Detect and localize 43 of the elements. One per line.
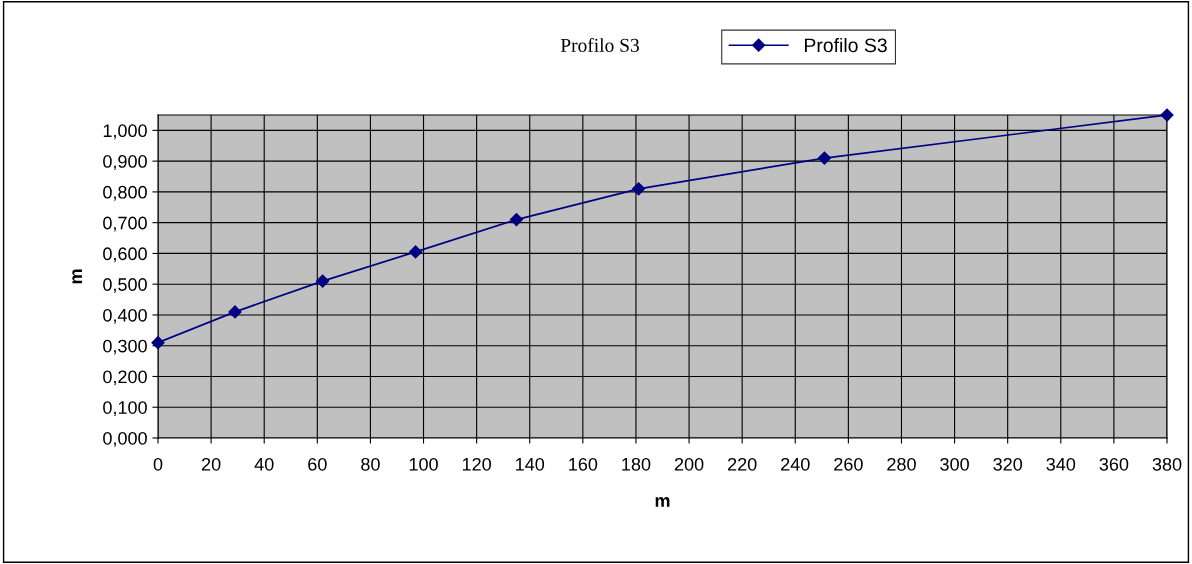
point bbox=[408, 245, 423, 259]
point bbox=[151, 336, 165, 350]
x-tick-label: 280 bbox=[887, 457, 916, 471]
y-tick-label: 0,100 bbox=[103, 401, 147, 417]
legend-label: Profilo S3 bbox=[804, 37, 887, 53]
x-tick-label: 120 bbox=[462, 457, 491, 471]
x-tick-label: 60 bbox=[308, 457, 327, 471]
y-tick-label: 0,600 bbox=[103, 247, 147, 263]
x-tick-label: 360 bbox=[1099, 457, 1129, 471]
x-tick-label: 20 bbox=[201, 457, 221, 471]
x-tick-label: 140 bbox=[516, 457, 545, 471]
y-tick-label: 0,900 bbox=[103, 155, 147, 170]
x-tick-label: 160 bbox=[569, 457, 598, 471]
x-tick-label: 220 bbox=[728, 457, 757, 471]
x-tick-label: 260 bbox=[834, 457, 863, 471]
chart-title: Profilo S3 bbox=[560, 37, 639, 52]
point bbox=[228, 305, 242, 319]
x-tick-label: 40 bbox=[254, 457, 274, 471]
x-tick-label: 200 bbox=[674, 457, 704, 471]
x-axis-title: m bbox=[655, 497, 670, 507]
point bbox=[509, 213, 524, 227]
y-tick-label: 0,000 bbox=[103, 431, 147, 447]
x-tick-label: 320 bbox=[993, 457, 1023, 471]
x-tick-label: 380 bbox=[1152, 457, 1182, 471]
point bbox=[632, 182, 646, 196]
y-tick-label: 0,800 bbox=[103, 185, 147, 201]
y-tick-label: 0,300 bbox=[103, 339, 147, 355]
point bbox=[1160, 108, 1174, 122]
y-tick-label: 0,400 bbox=[103, 308, 147, 324]
y-tick-label: 0,500 bbox=[103, 278, 147, 294]
y-tick-label: 1,000 bbox=[103, 124, 147, 140]
x-tick-label: 0 bbox=[153, 457, 163, 471]
x-tick-label: 240 bbox=[781, 457, 810, 471]
x-tick-label: 80 bbox=[361, 457, 380, 471]
x-tick-label: 180 bbox=[622, 457, 651, 471]
y-tick-label: 0,700 bbox=[103, 216, 147, 232]
x-tick-label: 100 bbox=[409, 457, 438, 471]
y-tick-label: 0,200 bbox=[103, 370, 147, 386]
x-tick-label: 300 bbox=[940, 457, 969, 471]
y-axis-title: m bbox=[72, 269, 82, 284]
point bbox=[316, 274, 330, 288]
x-tick-label: 340 bbox=[1046, 457, 1076, 471]
point bbox=[817, 151, 832, 165]
